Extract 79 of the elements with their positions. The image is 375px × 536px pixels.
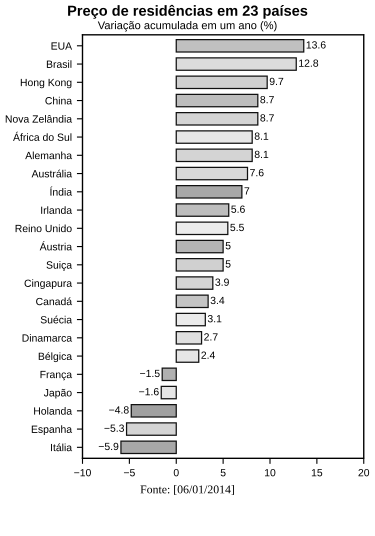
bar: [176, 148, 253, 162]
y-tick-label: Suiça: [46, 261, 72, 271]
bar: [176, 312, 206, 326]
x-tick-label: 20: [358, 468, 370, 476]
bar: [176, 57, 297, 71]
data-label: 5: [226, 242, 231, 250]
bar: [176, 349, 200, 363]
bar: [130, 404, 177, 418]
bar: [176, 38, 304, 53]
y-tick-label: Índia: [50, 186, 72, 196]
x-tick-label: 10: [265, 468, 276, 476]
bar: [176, 276, 214, 290]
data-label: −4.8: [109, 406, 129, 414]
y-tick-label: África do Sul: [13, 132, 72, 141]
y-tick-label: Reino Unido: [16, 224, 72, 232]
bar: [176, 75, 268, 90]
bar: [176, 184, 242, 199]
y-tick-label: Alemanha: [25, 152, 72, 160]
x-tick-label: 0: [174, 468, 179, 476]
y-tick-label: Nova Zelândia: [6, 114, 72, 123]
bar: [176, 94, 258, 108]
bar: [176, 112, 258, 126]
y-tick-label: Dinamarca: [22, 334, 72, 342]
data-label: 3.1: [208, 314, 222, 322]
source-note: Fonte: [06/01/2014]: [140, 485, 234, 495]
bar: [126, 422, 177, 436]
y-tick-label: Brasil: [46, 60, 72, 68]
data-label: 2.4: [201, 351, 216, 359]
bar: [176, 258, 224, 272]
y-tick-label: Holanda: [34, 407, 72, 415]
y-tick-label: Japão: [44, 388, 72, 399]
x-tick-label: −10: [74, 468, 91, 476]
data-label: 2.7: [204, 333, 218, 341]
bar: [176, 166, 248, 180]
data-label: −5.3: [104, 424, 124, 432]
y-tick-label: Irlanda: [41, 206, 72, 214]
bar: [176, 203, 230, 217]
chart-subtitle: Variação acumulada em um ano (%): [98, 21, 277, 32]
data-label: 5.5: [230, 224, 244, 232]
chart-title: Preço de residências em 23 países: [68, 4, 308, 19]
data-label: 5: [226, 260, 231, 268]
y-tick-label: Suécia: [40, 316, 72, 324]
bar: [176, 221, 228, 236]
data-label: −1.5: [140, 370, 160, 378]
x-tick-label: −5: [124, 469, 135, 476]
data-label: 7.6: [250, 168, 264, 176]
x-tick-label: 5: [220, 469, 226, 476]
bar: [160, 386, 177, 400]
x-tick-label: 15: [312, 469, 322, 476]
bar: [176, 240, 224, 254]
data-label: 13.6: [306, 41, 326, 49]
y-tick-label: Bélgica: [38, 352, 72, 362]
data-label: 8.1: [254, 132, 268, 140]
y-tick-label: Canadá: [36, 297, 72, 306]
bar: [176, 294, 209, 308]
y-tick-label: Hong Kong: [20, 78, 72, 88]
data-label: 3.4: [210, 296, 224, 304]
y-tick-label: Cingapura: [24, 279, 72, 289]
bar: [162, 367, 177, 382]
bar: [176, 130, 253, 144]
y-tick-label: EUA: [52, 42, 72, 50]
data-label: −1.6: [139, 388, 159, 396]
data-label: 3.9: [215, 278, 229, 286]
data-label: 7: [244, 187, 250, 194]
y-tick-label: Austrália: [32, 170, 72, 178]
data-label: 8.7: [260, 114, 274, 122]
data-label: 5.6: [231, 205, 245, 213]
bar: [120, 440, 177, 454]
bar: [176, 330, 202, 345]
y-tick-label: China: [45, 96, 72, 104]
y-tick-label: França: [40, 370, 72, 380]
data-label: 8.1: [254, 150, 268, 158]
y-tick-label: Espanha: [32, 425, 72, 436]
y-tick-label: Itália: [51, 443, 72, 452]
data-label: 8.7: [260, 96, 274, 104]
y-tick-label: Áustria: [40, 241, 72, 250]
data-label: −5.9: [98, 442, 118, 450]
data-label: 9.7: [270, 78, 284, 86]
data-label: 12.8: [299, 59, 318, 67]
